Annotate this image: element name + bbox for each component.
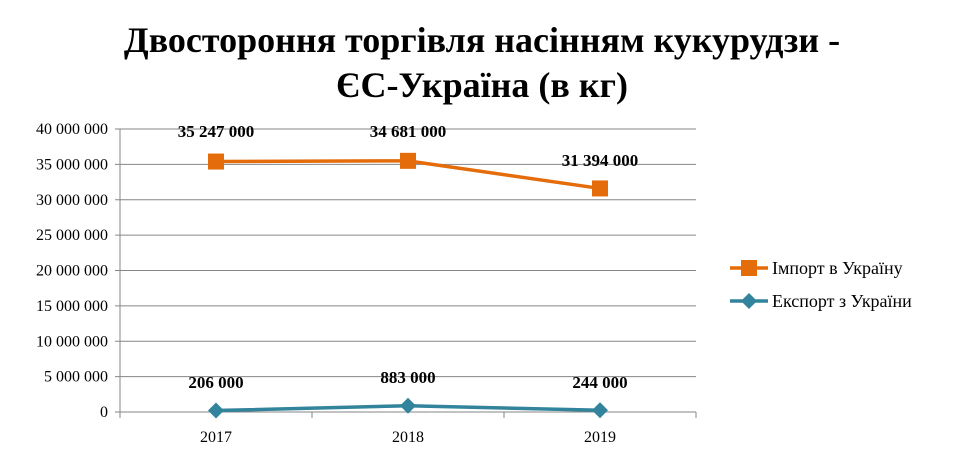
y-tick-label: 0 <box>100 404 108 421</box>
data-label: 244 000 <box>572 373 627 392</box>
y-tick-label: 5 000 000 <box>44 369 108 386</box>
x-tick-label: 2019 <box>584 429 616 446</box>
data-point <box>400 152 416 169</box>
legend-label: Імпорт в Україну <box>772 258 903 278</box>
chart-title-line-2: ЄС-Україна (в кг) <box>336 65 628 105</box>
y-tick-label: 30 000 000 <box>36 192 108 209</box>
data-point <box>592 402 608 419</box>
series-layer <box>208 152 608 419</box>
data-point <box>208 153 224 170</box>
data-label: 883 000 <box>380 368 435 387</box>
legend-item-import: Імпорт в Україну <box>730 258 903 278</box>
data-label: 31 394 000 <box>562 151 639 170</box>
y-tick-label: 15 000 000 <box>36 298 108 315</box>
data-label: 34 681 000 <box>370 122 447 141</box>
legend-marker <box>741 260 757 276</box>
legend-marker <box>741 293 757 309</box>
legend-item-export: Експорт з України <box>730 291 912 311</box>
y-tick-label: 10 000 000 <box>36 333 108 350</box>
data-point <box>208 402 224 419</box>
x-tick-label: 2018 <box>392 429 424 446</box>
data-labels-layer: 35 247 000 34 681 000 31 394 000 206 000 883… <box>178 122 639 392</box>
chart-title-line-1: Двостороння торгівля насінням кукурудзи … <box>124 20 840 60</box>
y-tick-label: 35 000 000 <box>36 156 108 173</box>
data-point <box>592 180 608 197</box>
y-tick-label: 25 000 000 <box>36 227 108 244</box>
y-tick-label: 20 000 000 <box>36 263 108 280</box>
legend: Імпорт в Україну Експорт з України <box>730 258 912 311</box>
data-label: 206 000 <box>188 373 243 392</box>
legend-label: Експорт з України <box>772 291 912 311</box>
y-tick-label: 40 000 000 <box>36 121 108 138</box>
data-label: 35 247 000 <box>178 122 255 141</box>
y-axis-tick-labels: 0 5 000 000 10 000 000 15 000 000 20 000 000… <box>36 121 108 421</box>
x-tick-label: 2017 <box>200 429 232 446</box>
series-import <box>208 152 608 197</box>
series-export <box>208 397 608 419</box>
data-point <box>400 397 416 414</box>
x-axis-tick-labels: 2017 2018 2019 <box>200 429 616 446</box>
